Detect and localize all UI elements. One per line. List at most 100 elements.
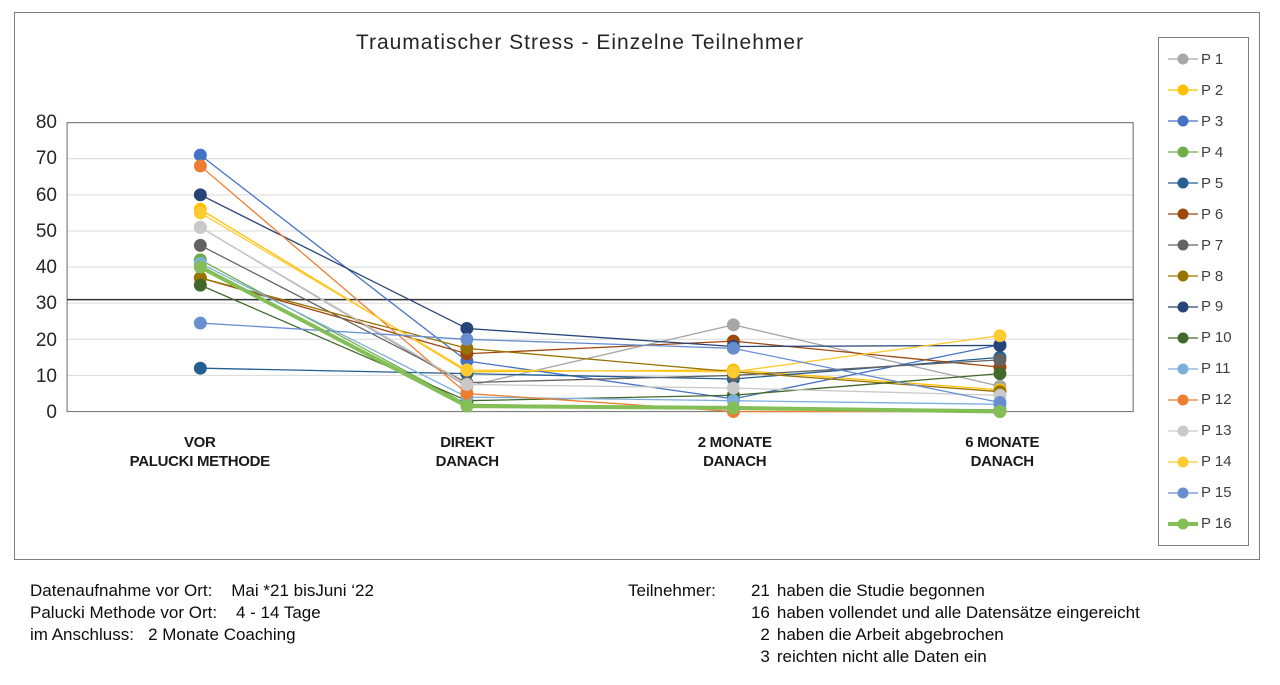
legend-item-p2: P 2 bbox=[1167, 76, 1248, 104]
chart-legend: P 1 P 2 P 3 P 4 P 5 P 6 P 7 P 8 P 9 P 10 P 11 P 12 P… bbox=[1158, 37, 1249, 546]
series-p13-line bbox=[199, 226, 1001, 396]
legend-item-p5: P 5 bbox=[1167, 169, 1248, 197]
legend-label-p11: P 11 bbox=[1201, 360, 1231, 378]
legend-marker-p8 bbox=[1168, 270, 1198, 282]
legend-label-p13: P 13 bbox=[1201, 422, 1232, 440]
legend-label-p5: P 5 bbox=[1201, 174, 1224, 192]
legend-item-p4: P 4 bbox=[1167, 138, 1248, 166]
legend-item-p14: P 14 bbox=[1167, 448, 1248, 476]
plot-svg bbox=[66, 122, 1134, 419]
series-p16-line bbox=[198, 265, 1002, 414]
series-p13-marker-0 bbox=[193, 220, 207, 234]
legend-label-p1: P 1 bbox=[1201, 50, 1224, 68]
series-p12-marker-0 bbox=[193, 159, 207, 173]
legend-item-p15: P 15 bbox=[1167, 479, 1248, 507]
plot-frame bbox=[66, 122, 1134, 413]
series-p14-marker-2 bbox=[726, 365, 740, 379]
series-p6-line bbox=[199, 277, 1001, 368]
legend-label-p10: P 10 bbox=[1201, 329, 1232, 347]
legend-item-p3: P 3 bbox=[1167, 107, 1248, 135]
series-p8-line bbox=[199, 277, 1001, 393]
footer-left-line-1: Palucki Methode vor Ort: 4 - 14 Tage bbox=[30, 603, 321, 622]
legend-item-p11: P 11 bbox=[1167, 355, 1248, 383]
series-p13-marker-2 bbox=[726, 381, 740, 395]
chart-title: Traumatischer Stress - Einzelne Teilnehm… bbox=[355, 31, 805, 54]
legend-label-p9: P 9 bbox=[1201, 298, 1224, 316]
participants-line-2: 2 haben die Arbeit abgebrochen bbox=[744, 624, 1140, 646]
legend-marker-p1 bbox=[1168, 53, 1198, 65]
series-p14-line bbox=[199, 212, 1001, 373]
series-p10-marker-3 bbox=[993, 367, 1007, 381]
y-tick-0: 0 bbox=[46, 402, 57, 423]
series-p15-marker-2 bbox=[726, 341, 740, 355]
series-p14-marker-0 bbox=[193, 206, 207, 220]
series-p9-marker-1 bbox=[460, 321, 474, 335]
series-p1-marker-2 bbox=[726, 318, 740, 332]
series-p13-marker-1 bbox=[460, 377, 474, 391]
participants-text-0: haben die Studie begonnen bbox=[776, 581, 985, 600]
y-tick-40: 40 bbox=[35, 257, 57, 278]
legend-label-p3: P 3 bbox=[1201, 112, 1224, 130]
series-p16-marker-1 bbox=[460, 399, 474, 413]
participants-count-2: 2 bbox=[760, 625, 770, 644]
legend-label-p7: P 7 bbox=[1201, 236, 1224, 254]
participants-count-1: 16 bbox=[750, 603, 770, 622]
participants-line-1: 16 haben vollendet und alle Datensätze ei… bbox=[744, 602, 1140, 624]
series-p7-line bbox=[199, 244, 1001, 384]
series-p16-marker-0 bbox=[193, 260, 207, 274]
legend-item-p9: P 9 bbox=[1167, 293, 1248, 321]
x-axis-label-1: DIREKT DANACH bbox=[435, 434, 500, 470]
legend-marker-p10 bbox=[1168, 332, 1198, 344]
legend-marker-p6 bbox=[1168, 208, 1198, 220]
series-p9-marker-0 bbox=[193, 188, 207, 202]
x-axis-label-0: VOR PALUCKI METHODE bbox=[129, 434, 271, 470]
series-p11-line bbox=[199, 262, 1001, 405]
legend-marker-p2 bbox=[1168, 84, 1198, 96]
participants-text-3: reichten nicht alle Daten ein bbox=[776, 647, 987, 666]
x-axis-label-2: 2 MONATE DANACH bbox=[697, 434, 772, 470]
legend-item-p6: P 6 bbox=[1167, 200, 1248, 228]
series-p10-line bbox=[199, 284, 1001, 402]
legend-label-p15: P 15 bbox=[1201, 484, 1232, 502]
legend-label-p12: P 12 bbox=[1201, 391, 1232, 409]
series-p9-line bbox=[199, 194, 1001, 348]
series-p15-marker-0 bbox=[193, 316, 207, 330]
legend-marker-p9 bbox=[1168, 301, 1198, 313]
footer-left-line-2: im Anschluss: 2 Monate Coaching bbox=[30, 625, 296, 644]
legend-item-p8: P 8 bbox=[1167, 262, 1248, 290]
legend-label-p16: P 16 bbox=[1201, 515, 1232, 533]
footer-left-line-0: Datenaufnahme vor Ort: Mai *21 bisJuni ‘… bbox=[30, 581, 374, 600]
legend-marker-p13 bbox=[1168, 425, 1198, 437]
series-p3-marker-0 bbox=[193, 148, 207, 162]
legend-item-p7: P 7 bbox=[1167, 231, 1248, 259]
series-p15-marker-1 bbox=[460, 332, 474, 346]
legend-label-p8: P 8 bbox=[1201, 267, 1224, 285]
series-p7-marker-0 bbox=[193, 238, 207, 252]
y-tick-20: 20 bbox=[35, 329, 57, 351]
series-p5-marker-0 bbox=[193, 361, 207, 375]
footer-participants-info: Teilnehmer: 21 haben die Studie begonnen 1… bbox=[628, 580, 1140, 668]
series-p7-marker-3 bbox=[993, 353, 1007, 367]
legend-marker-p14 bbox=[1168, 456, 1198, 468]
legend-item-p16: P 16 bbox=[1167, 510, 1248, 538]
series-p1-line bbox=[199, 226, 1001, 387]
series-p12-marker-1 bbox=[460, 387, 474, 400]
series-p14-marker-1 bbox=[460, 363, 474, 377]
legend-label-p2: P 2 bbox=[1201, 81, 1224, 99]
series-p15-line bbox=[199, 322, 1001, 404]
y-tick-10: 10 bbox=[35, 365, 57, 387]
series-p10-marker-0 bbox=[193, 278, 207, 292]
legend-item-p1: P 1 bbox=[1167, 45, 1248, 73]
participants-text-1: haben vollendet und alle Datensätze eing… bbox=[776, 603, 1140, 622]
legend-item-p13: P 13 bbox=[1167, 417, 1248, 445]
legend-marker-p5 bbox=[1168, 177, 1198, 189]
series-p9-marker-3 bbox=[993, 338, 1007, 352]
legend-marker-p12 bbox=[1168, 394, 1198, 406]
y-tick-80: 80 bbox=[35, 112, 57, 133]
x-axis-label-3: 6 MONATE DANACH bbox=[965, 434, 1040, 470]
legend-item-p12: P 12 bbox=[1167, 386, 1248, 414]
legend-marker-p11 bbox=[1168, 363, 1198, 375]
series-p16-marker-3 bbox=[993, 405, 1007, 419]
legend-item-p10: P 10 bbox=[1167, 324, 1248, 352]
